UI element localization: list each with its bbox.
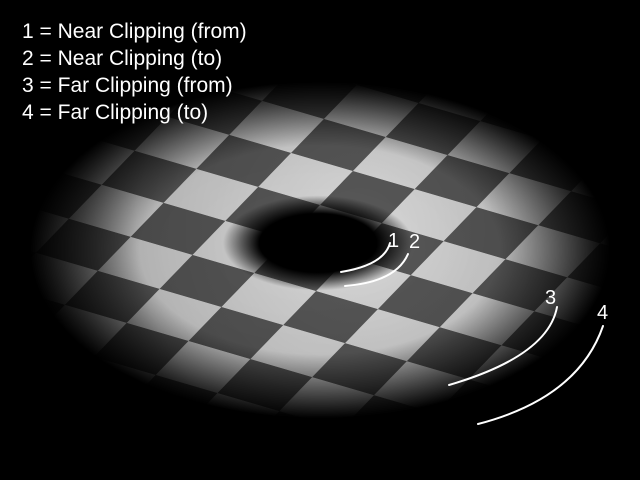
legend: 1 = Near Clipping (from) 2 = Near Clippi… [22, 18, 247, 126]
far-from-arc [448, 306, 558, 386]
legend-item-far-to: 4 = Far Clipping (to) [22, 101, 209, 124]
near-clip-hole [188, 178, 448, 308]
far-to-label: 4 [597, 302, 608, 324]
near-to-label: 2 [409, 231, 420, 253]
near-from-arc [340, 242, 391, 273]
legend-item-near-from: 1 = Near Clipping (from) [22, 20, 247, 43]
legend-item-far-from: 3 = Far Clipping (from) [22, 74, 233, 97]
far-to-arc [477, 325, 604, 425]
legend-item-near-to: 2 = Near Clipping (to) [22, 47, 223, 70]
near-from-label: 1 [388, 230, 399, 252]
near-to-arc [344, 253, 409, 287]
far-from-label: 3 [545, 287, 556, 309]
